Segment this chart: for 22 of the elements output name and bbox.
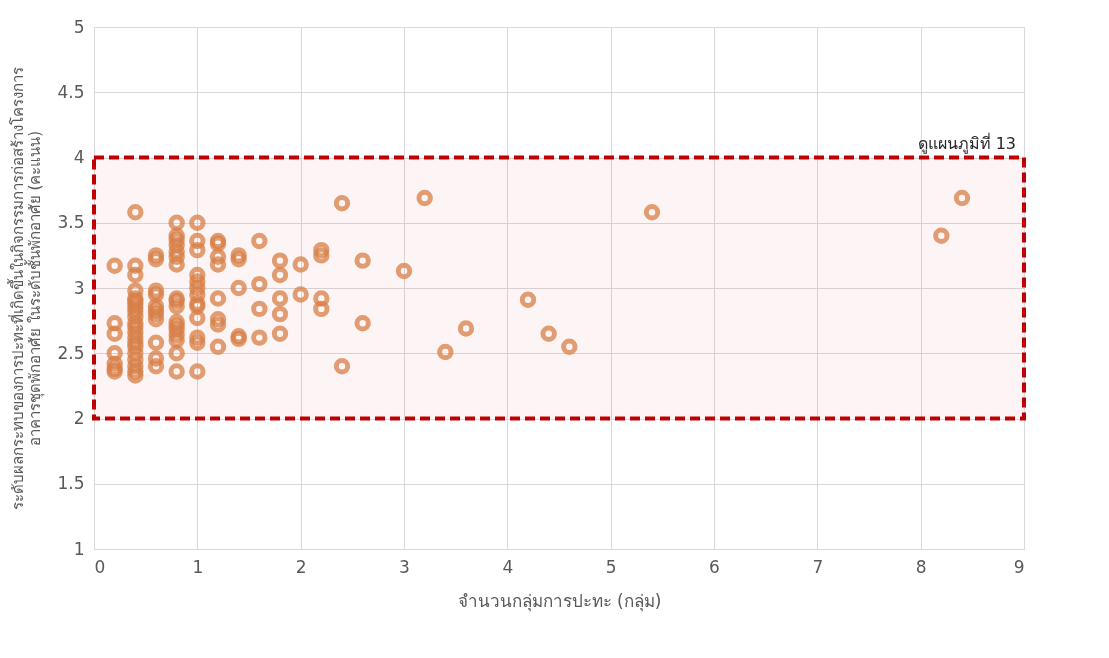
- y-tick-label: 1.5: [57, 473, 85, 494]
- y-tick-label: 3: [73, 277, 85, 298]
- x-tick-label: 4: [502, 556, 514, 577]
- x-axis-title: จำนวนกลุ่มการปะทะ (กลุ่ม): [457, 590, 662, 612]
- x-tick-label: 7: [812, 556, 824, 577]
- x-tick-label: 6: [709, 556, 720, 577]
- y-tick-label: 5: [73, 16, 85, 37]
- x-tick-label: 5: [605, 556, 617, 577]
- x-tick-label: 0: [94, 556, 106, 577]
- x-tick-label: 2: [295, 556, 307, 577]
- y-tick-label: 2.5: [57, 342, 85, 363]
- x-tick-label: 3: [399, 556, 410, 577]
- text: อาคารชุดพักอาศัย ในระดับชั้นพักอาศัย (คะแนน): [26, 130, 45, 447]
- x-tick-label: 8: [915, 556, 927, 577]
- x-tick-label: 1: [192, 556, 204, 577]
- y-tick-label: 4: [73, 147, 85, 167]
- x-tick-label: 9: [1013, 556, 1025, 577]
- y-tick-label: 1: [73, 538, 85, 559]
- y-tick-label: 3.5: [57, 212, 85, 233]
- band-label: ดูแผนภูมิที่ 13: [917, 131, 1016, 154]
- y-tick-label: 4.5: [57, 81, 85, 102]
- y-tick-label: 2: [73, 408, 85, 428]
